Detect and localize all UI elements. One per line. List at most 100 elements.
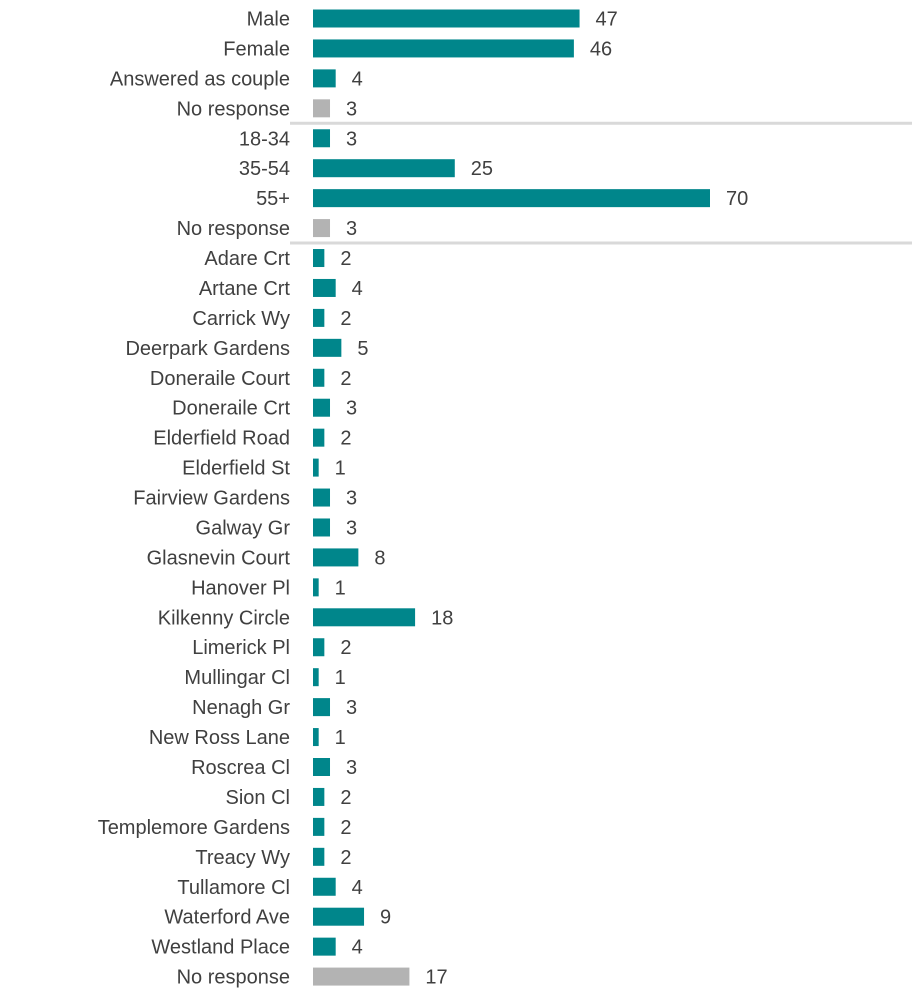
data-label: 3	[346, 517, 357, 539]
category-label: New Ross Lane	[149, 727, 290, 749]
category-label: Nenagh Gr	[192, 697, 290, 719]
data-label: 1	[335, 727, 346, 749]
data-label: 4	[352, 877, 363, 899]
category-label: Sion Cl	[226, 787, 290, 809]
bar	[313, 937, 336, 956]
data-label: 3	[346, 488, 357, 510]
category-label: Roscrea Cl	[191, 757, 290, 779]
data-label: 2	[340, 637, 351, 659]
data-label: 2	[340, 847, 351, 869]
category-label: Artane Crt	[199, 278, 291, 300]
category-label: Fairview Gardens	[133, 488, 290, 510]
category-label: Adare Crt	[204, 248, 290, 270]
category-label: Glasnevin Court	[147, 547, 291, 569]
bar	[313, 907, 365, 926]
bar	[313, 428, 325, 447]
bar	[313, 787, 325, 806]
category-label: Templemore Gardens	[98, 817, 290, 839]
bar	[313, 488, 331, 507]
data-label: 3	[346, 98, 357, 120]
data-label: 1	[335, 577, 346, 599]
bar	[313, 967, 410, 986]
bar	[313, 129, 331, 148]
data-label: 2	[340, 308, 351, 330]
category-label: Westland Place	[151, 937, 290, 959]
data-label: 2	[340, 817, 351, 839]
data-label: 3	[346, 128, 357, 150]
category-label: Carrick Wy	[192, 308, 290, 330]
bar	[313, 758, 331, 776]
data-label: 3	[346, 398, 357, 420]
category-label: Tullamore Cl	[177, 877, 290, 899]
category-label: Limerick Pl	[192, 637, 290, 659]
data-label: 3	[346, 218, 357, 240]
category-label: Answered as couple	[110, 68, 290, 90]
category-label: 18-34	[239, 128, 290, 150]
data-label: 18	[431, 607, 453, 629]
data-label: 17	[425, 967, 447, 989]
bar	[313, 668, 319, 687]
category-label: No response	[177, 967, 290, 989]
bar	[313, 189, 710, 208]
data-label: 5	[357, 338, 368, 360]
bar	[313, 458, 319, 477]
data-label: 47	[596, 9, 618, 31]
bar	[313, 159, 455, 178]
bar	[313, 398, 331, 417]
data-label: 4	[352, 937, 363, 959]
data-label: 2	[340, 787, 351, 809]
data-label: 3	[346, 697, 357, 719]
bar	[313, 638, 325, 657]
data-label: 2	[340, 248, 351, 270]
bar	[313, 69, 336, 88]
bar	[313, 278, 336, 297]
bar	[313, 338, 342, 357]
bar	[313, 847, 325, 866]
data-label: 9	[380, 907, 391, 929]
data-label: 4	[352, 68, 363, 90]
category-label: Elderfield Road	[153, 428, 290, 450]
data-label: 1	[335, 667, 346, 689]
category-label: Galway Gr	[196, 517, 291, 539]
bar	[313, 698, 331, 717]
data-label: 4	[352, 278, 363, 300]
category-label: Kilkenny Circle	[158, 607, 290, 629]
category-label: No response	[177, 98, 290, 120]
bar	[313, 368, 325, 387]
bar	[313, 518, 331, 537]
data-label: 25	[471, 158, 493, 180]
bar	[313, 308, 325, 327]
data-label: 2	[340, 368, 351, 390]
category-label: Doneraile Court	[150, 368, 291, 390]
category-label: Waterford Ave	[164, 907, 290, 929]
bar	[313, 728, 319, 747]
bar	[313, 219, 331, 238]
category-label: 35-54	[239, 158, 290, 180]
category-label: 55+	[256, 188, 290, 210]
data-label: 8	[374, 547, 385, 569]
data-label: 2	[340, 428, 351, 450]
bar	[313, 817, 325, 836]
bar	[313, 608, 416, 627]
bar	[313, 39, 574, 58]
bar	[313, 578, 319, 597]
data-label: 1	[335, 458, 346, 480]
category-label: No response	[177, 218, 290, 240]
data-label: 3	[346, 757, 357, 779]
category-label: Female	[223, 38, 290, 60]
bar	[313, 877, 336, 896]
bar	[313, 99, 331, 118]
bar	[313, 249, 325, 268]
category-label: Hanover Pl	[191, 577, 290, 599]
category-label: Mullingar Cl	[184, 667, 290, 689]
category-label: Elderfield St	[182, 458, 290, 480]
category-label: Deerpark Gardens	[125, 338, 290, 360]
category-label: Treacy Wy	[195, 847, 290, 869]
data-label: 46	[590, 38, 612, 60]
category-label: Doneraile Crt	[172, 398, 290, 420]
bar	[313, 548, 359, 567]
category-label: Male	[247, 9, 290, 31]
bar	[313, 9, 580, 28]
